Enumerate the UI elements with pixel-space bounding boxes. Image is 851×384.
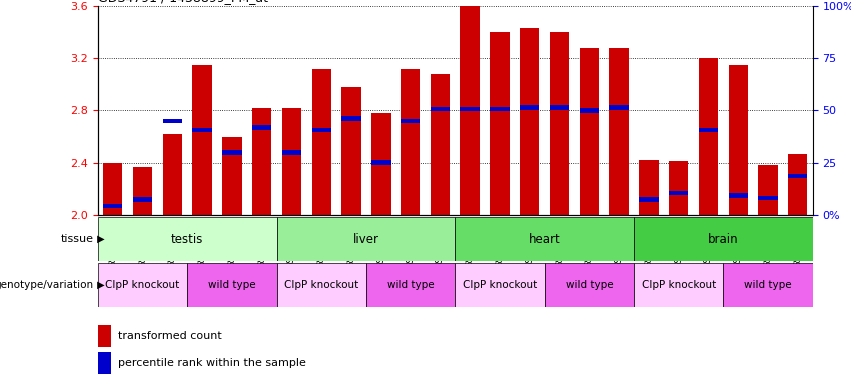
Bar [669, 161, 688, 215]
Bar [222, 137, 242, 215]
Text: ▶: ▶ [94, 280, 105, 290]
Text: testis: testis [171, 233, 203, 245]
Bar [341, 87, 361, 215]
Bar [431, 74, 450, 215]
Bar [252, 108, 271, 215]
Bar [550, 32, 569, 215]
Bar [98, 263, 187, 307]
Bar [103, 204, 123, 208]
Bar [788, 154, 808, 215]
Text: transformed count: transformed count [118, 331, 221, 341]
Bar [311, 128, 331, 132]
Text: liver: liver [353, 233, 379, 245]
Text: heart: heart [528, 233, 561, 245]
Text: ClpP knockout: ClpP knockout [642, 280, 716, 290]
Bar [371, 113, 391, 215]
Bar [192, 128, 212, 132]
Bar [282, 150, 301, 154]
Bar [163, 119, 182, 123]
Text: tissue: tissue [60, 234, 94, 244]
Text: ClpP knockout: ClpP knockout [106, 280, 180, 290]
Bar [103, 163, 123, 215]
Text: ClpP knockout: ClpP knockout [463, 280, 537, 290]
Bar [609, 106, 629, 110]
Bar [277, 217, 455, 261]
Bar [460, 107, 480, 111]
Text: wild type: wild type [566, 280, 613, 290]
Bar [634, 217, 813, 261]
Bar [401, 69, 420, 215]
Bar [580, 108, 599, 113]
Bar [133, 197, 152, 202]
Text: wild type: wild type [387, 280, 434, 290]
Bar [98, 217, 277, 261]
Bar [728, 65, 748, 215]
Text: percentile rank within the sample: percentile rank within the sample [118, 358, 306, 368]
Bar [758, 166, 778, 215]
Bar [788, 174, 808, 178]
Bar [401, 119, 420, 123]
Bar [634, 263, 723, 307]
Bar [455, 263, 545, 307]
Bar [311, 69, 331, 215]
Bar [545, 263, 634, 307]
Bar [520, 106, 540, 110]
Bar [455, 217, 634, 261]
Bar [163, 134, 182, 215]
Bar [282, 108, 301, 215]
Bar [723, 263, 813, 307]
Bar [728, 193, 748, 198]
Bar [460, 6, 480, 215]
Bar [252, 125, 271, 130]
Bar [580, 48, 599, 215]
Bar [699, 128, 718, 132]
Bar [133, 167, 152, 215]
Bar [277, 263, 366, 307]
Bar [609, 48, 629, 215]
Text: wild type: wild type [745, 280, 791, 290]
Text: genotype/variation: genotype/variation [0, 280, 94, 290]
Bar [222, 150, 242, 154]
Bar [98, 352, 111, 374]
Bar [639, 197, 659, 202]
Bar [758, 196, 778, 200]
Text: wild type: wild type [208, 280, 255, 290]
Text: brain: brain [708, 233, 739, 245]
Bar [98, 325, 111, 347]
Bar [187, 263, 277, 307]
Bar [699, 58, 718, 215]
Text: GDS4791 / 1438899_PM_at: GDS4791 / 1438899_PM_at [98, 0, 268, 4]
Bar [490, 107, 510, 111]
Text: ▶: ▶ [94, 234, 105, 244]
Bar [550, 106, 569, 110]
Bar [490, 32, 510, 215]
Bar [341, 116, 361, 121]
Bar [520, 28, 540, 215]
Text: ClpP knockout: ClpP knockout [284, 280, 358, 290]
Bar [639, 160, 659, 215]
Bar [669, 190, 688, 195]
Bar [192, 65, 212, 215]
Bar [366, 263, 455, 307]
Bar [431, 107, 450, 111]
Bar [371, 161, 391, 165]
